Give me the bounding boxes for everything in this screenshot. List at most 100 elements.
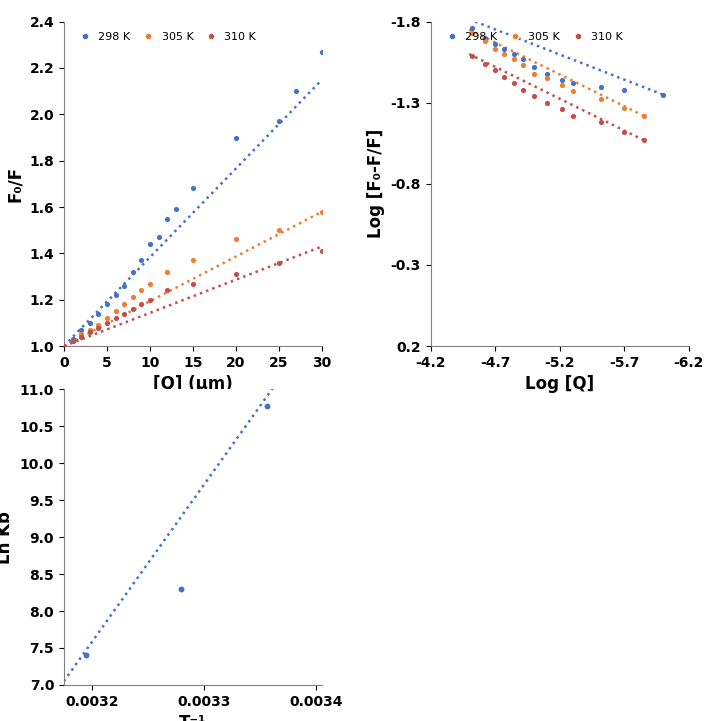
Point — [518, 60, 529, 71]
Point — [479, 32, 491, 43]
Point — [618, 102, 630, 113]
Point — [75, 324, 87, 335]
Point — [567, 77, 578, 89]
Point — [489, 38, 501, 50]
Point — [127, 291, 138, 303]
Point — [92, 308, 104, 319]
Point — [489, 43, 501, 55]
Point — [136, 285, 147, 296]
Point — [498, 71, 510, 83]
X-axis label: Log [Q]: Log [Q] — [525, 376, 594, 394]
Legend: 298 K, 305 K, 310 K: 298 K, 305 K, 310 K — [436, 27, 627, 46]
Point — [509, 77, 520, 89]
Point — [144, 294, 155, 306]
Point — [317, 206, 328, 218]
Point — [136, 255, 147, 266]
Point — [67, 336, 78, 348]
Point — [479, 58, 491, 69]
Point — [110, 289, 121, 301]
Point — [541, 73, 552, 84]
Point — [110, 312, 121, 324]
Point — [161, 285, 173, 296]
Point — [84, 324, 95, 335]
Point — [638, 110, 649, 121]
Point — [144, 278, 155, 289]
Point — [618, 84, 630, 95]
Point — [509, 53, 520, 65]
Point — [92, 319, 104, 331]
Point — [509, 48, 520, 60]
Point — [479, 35, 491, 47]
Point — [518, 53, 529, 65]
Y-axis label: Log [F₀-F/F]: Log [F₀-F/F] — [367, 129, 385, 239]
X-axis label: [Q] (μm): [Q] (μm) — [153, 376, 233, 394]
Point — [273, 115, 285, 127]
Point — [317, 245, 328, 257]
Point — [595, 117, 606, 128]
Point — [567, 86, 578, 97]
Point — [528, 61, 540, 73]
Point — [317, 46, 328, 58]
Point — [489, 65, 501, 76]
Y-axis label: F₀/F: F₀/F — [6, 166, 24, 202]
Point — [102, 298, 113, 310]
Point — [498, 48, 510, 60]
Point — [58, 340, 70, 352]
Point — [466, 22, 478, 34]
Point — [230, 132, 241, 143]
Point — [541, 68, 552, 79]
Point — [161, 213, 173, 224]
Point — [595, 81, 606, 92]
Point — [81, 650, 92, 661]
Point — [466, 27, 478, 39]
Point — [58, 340, 70, 352]
Point — [119, 298, 130, 310]
Point — [618, 126, 630, 138]
Point — [541, 97, 552, 108]
Point — [136, 298, 147, 310]
Point — [58, 340, 70, 352]
Point — [557, 103, 568, 115]
Point — [102, 312, 113, 324]
Point — [119, 280, 130, 291]
Point — [273, 257, 285, 268]
Point — [92, 322, 104, 333]
Legend: 298 K, 305 K, 310 K: 298 K, 305 K, 310 K — [70, 27, 261, 46]
Point — [528, 68, 540, 79]
Point — [67, 336, 78, 348]
Point — [261, 400, 273, 412]
Point — [170, 203, 182, 215]
Point — [84, 327, 95, 338]
Point — [110, 306, 121, 317]
Point — [127, 304, 138, 315]
Y-axis label: Ln Kb: Ln Kb — [0, 510, 14, 564]
Point — [102, 317, 113, 329]
Point — [84, 317, 95, 329]
Point — [75, 331, 87, 342]
Point — [567, 110, 578, 121]
Point — [466, 50, 478, 61]
Point — [67, 333, 78, 345]
Point — [230, 234, 241, 245]
Point — [161, 266, 173, 278]
Point — [657, 89, 669, 100]
Point — [595, 94, 606, 105]
Point — [119, 308, 130, 319]
Point — [557, 74, 568, 86]
Point — [153, 231, 164, 243]
Point — [290, 85, 302, 97]
Point — [187, 255, 199, 266]
Point — [127, 266, 138, 278]
Point — [187, 278, 199, 289]
Point — [459, 12, 471, 24]
Point — [528, 91, 540, 102]
Point — [230, 268, 241, 280]
Point — [498, 43, 510, 55]
Point — [144, 239, 155, 250]
Point — [557, 79, 568, 91]
Point — [75, 329, 87, 340]
Point — [273, 224, 285, 236]
Point — [518, 84, 529, 95]
Point — [175, 583, 186, 595]
X-axis label: T⁻¹: T⁻¹ — [180, 715, 207, 721]
